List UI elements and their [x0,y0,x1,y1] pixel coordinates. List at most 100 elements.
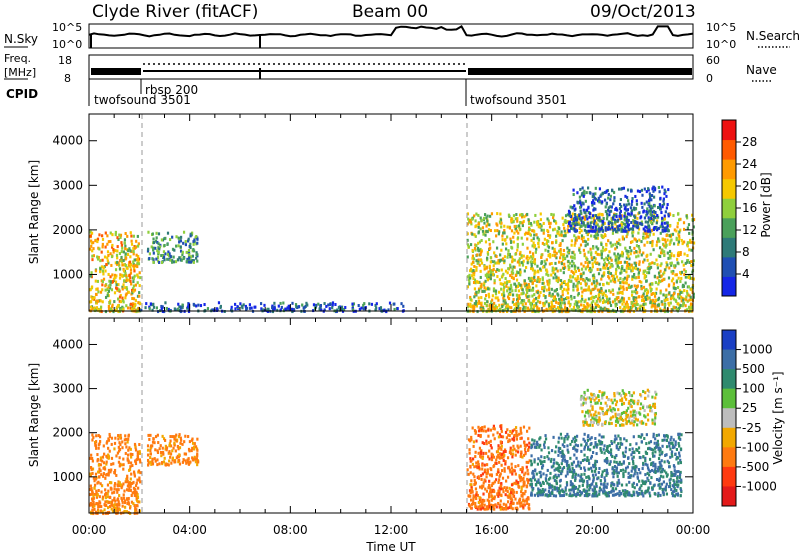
dB-cell [682,227,686,231]
dB-cell [593,256,596,260]
dB-cell [527,229,530,233]
dB-cell [588,278,591,282]
dB-cell [137,254,140,258]
dB-cell [487,228,491,232]
v-cell [93,507,96,511]
dB-cell [125,292,128,296]
v-cell [168,442,171,446]
dB-cell [599,268,602,272]
v-cell [508,468,512,472]
v-cell [107,510,111,514]
dB-cell [665,206,668,210]
dB-cell [288,307,291,311]
dB-cell [615,297,619,301]
v-cell [129,465,132,469]
dB-cell [538,280,541,284]
v-cell [169,444,173,448]
v-cell [522,453,526,457]
v-cell [657,465,660,469]
colorbar-cell [722,139,736,160]
dB-cell [504,247,508,251]
v-cell [674,440,677,444]
dB-cell [577,235,580,239]
dB-cell [96,308,99,312]
dB-cell [471,305,474,309]
dB-cell [579,199,582,203]
dB-cell [532,260,535,264]
v-cell [147,463,150,467]
dB-cell [622,285,625,289]
v-cell [500,444,503,448]
dB-cell [152,305,156,309]
dB-cell [621,266,624,270]
dB-cell [686,299,689,303]
v-cell [169,452,173,456]
dB-cell [616,225,619,229]
dB-cell [630,301,634,305]
dB-cell [572,282,575,286]
v-cell [481,472,485,476]
dB-cell [608,221,612,225]
dB-cell [175,244,178,248]
dB-cell [618,256,621,260]
v-cell [172,446,175,450]
dB-cell [596,288,600,292]
v-cell [114,507,117,511]
v-cell [166,463,169,467]
dB-cell [574,212,577,216]
dB-cell [539,218,543,222]
v-cell [497,494,500,498]
v-cell [148,437,151,441]
v-cell [492,424,496,428]
dB-cell [489,275,492,279]
v-cell [106,495,109,499]
dB-cell [555,239,558,243]
dB-cell [634,296,637,300]
dB-cell [152,241,156,245]
dB-cell [680,299,683,303]
v-cell [168,451,171,455]
dB-cell [688,248,691,252]
dB-cell [519,250,522,254]
dB-cell [484,297,487,301]
v-cell [479,507,483,511]
v-cell [113,506,116,510]
dB-cell [645,235,649,239]
dB-cell [95,287,98,291]
dB-cell [651,282,654,286]
v-cell [511,452,515,456]
dB-cell [118,263,121,267]
v-cell [92,494,95,498]
dB-cell [138,284,141,288]
v-cell [628,448,631,452]
v-cell [178,446,182,450]
dB-cell [642,292,645,296]
dB-cell [649,241,652,245]
v-cell [527,478,530,482]
dB-cell [559,283,562,287]
dB-cell [576,223,579,227]
dB-cell [576,288,579,292]
v-cell [174,438,177,442]
dB-cell [475,259,478,263]
dB-cell [684,304,687,308]
dB-cell [601,192,604,196]
dB-cell [590,253,593,257]
dB-cell [579,274,583,278]
dB-cell [646,226,649,230]
dB-cell [530,276,533,280]
v-cell [493,495,496,499]
dB-cell [107,240,110,244]
dB-cell [607,256,611,260]
dB-cell [488,242,491,246]
dB-cell [684,281,687,285]
dB-cell [484,273,487,277]
dB-cell [679,217,682,221]
dB-cell [519,227,522,231]
dB-cell [669,301,672,305]
dB-cell [569,279,572,283]
dB-cell [683,297,686,301]
dB-cell [558,249,561,253]
dB-cell [601,249,604,253]
dB-cell [479,269,482,273]
